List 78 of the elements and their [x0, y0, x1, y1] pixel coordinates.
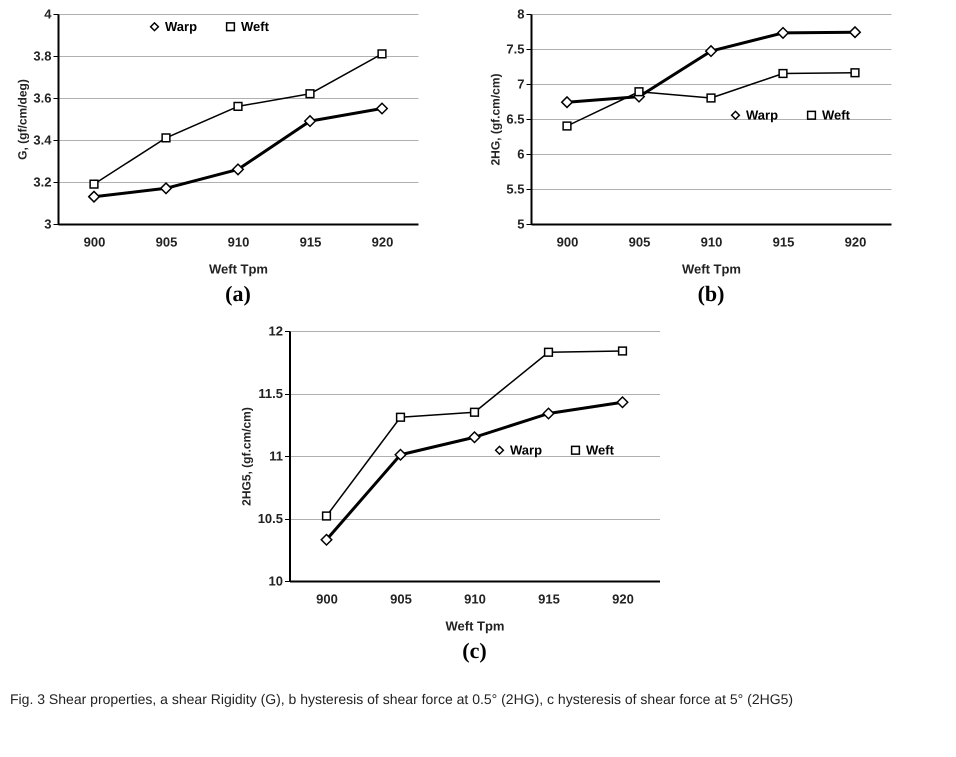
- y-tick-label: 10.5: [258, 511, 283, 526]
- y-tick-label: 4: [44, 6, 52, 22]
- y-tick-label: 6.5: [506, 112, 524, 126]
- point: [304, 115, 316, 128]
- y-tick-label: 5: [517, 216, 524, 232]
- y-axis-title: 2HG, (gf.cm/cm): [488, 73, 502, 166]
- y-tick-label: 6: [517, 146, 524, 162]
- x-tick-label: 900: [556, 234, 578, 250]
- y-tick-label: 7: [517, 76, 524, 92]
- y-axis-title: 2HG5, (gf.cm/cm): [240, 407, 254, 506]
- legend-label: Weft: [586, 442, 615, 458]
- point: [89, 179, 99, 189]
- y-tick-label: 8: [517, 6, 524, 22]
- point: [470, 408, 480, 417]
- point: [544, 348, 554, 357]
- y-tick-label: 11.5: [258, 386, 283, 401]
- x-tick-label: 910: [464, 592, 486, 606]
- legend-label: Warp: [510, 442, 542, 458]
- point: [377, 49, 387, 59]
- point: [562, 121, 572, 131]
- point: [394, 448, 406, 461]
- x-tick-label: 900: [84, 234, 106, 250]
- y-tick-label: 3.2: [33, 174, 52, 190]
- legend-label: Weft: [241, 18, 270, 34]
- y-tick-label: 7.5: [506, 42, 524, 56]
- point: [88, 190, 100, 203]
- x-tick-label: 920: [844, 234, 866, 250]
- text: (b): [698, 281, 724, 306]
- point: [616, 396, 628, 408]
- point: [376, 102, 388, 114]
- point: [396, 412, 406, 422]
- point: [320, 534, 332, 546]
- point: [233, 102, 243, 112]
- point: [778, 68, 788, 78]
- x-tick-label: 915: [772, 234, 794, 250]
- point: [322, 511, 332, 521]
- point: [468, 431, 480, 444]
- point: [849, 26, 861, 38]
- point: [618, 346, 628, 356]
- point: [160, 182, 172, 194]
- y-tick-label: 3.4: [33, 132, 52, 148]
- y-tick-label: 3.8: [33, 48, 52, 64]
- point: [777, 26, 789, 39]
- x-tick-label: 915: [300, 234, 322, 250]
- x-axis-title: Weft Tpm: [446, 618, 504, 634]
- caption: Fig. 3 Shear properties, a shear Rigidity (G), b hysteresis of shear force at 0.5° (2HG), c hysteresis of shear force at 5° (2HG5): [10, 690, 794, 709]
- point: [542, 408, 554, 420]
- y-axis-title: G, (gf/cm/deg): [15, 79, 30, 160]
- x-tick-label: 910: [700, 234, 722, 250]
- point: [705, 45, 717, 58]
- x-tick-label: 915: [538, 592, 560, 606]
- point: [232, 163, 244, 176]
- y-tick-label: 12: [268, 324, 283, 338]
- legend-label: Weft: [822, 107, 851, 122]
- text: (a): [225, 281, 251, 306]
- y-tick-label: 10: [268, 574, 283, 588]
- x-tick-label: 920: [612, 592, 634, 606]
- x-tick-label: 905: [390, 592, 412, 606]
- point: [161, 133, 171, 143]
- y-tick-label: 3.6: [33, 90, 52, 106]
- x-tick-label: 910: [228, 234, 250, 250]
- x-tick-label: 905: [156, 234, 178, 250]
- x-axis-title: Weft Tpm: [209, 262, 268, 276]
- y-tick-label: 5.5: [506, 182, 524, 196]
- point: [850, 68, 860, 78]
- y-tick-label: 11: [269, 448, 283, 464]
- point: [634, 87, 644, 96]
- x-axis-title: Weft Tpm: [682, 262, 741, 276]
- y-tick-label: 3: [44, 216, 52, 232]
- point: [561, 96, 573, 108]
- point: [706, 93, 716, 103]
- x-tick-label: 905: [628, 234, 650, 250]
- legend-label: Warp: [746, 107, 778, 122]
- x-tick-label: 900: [316, 592, 338, 606]
- text: (c): [462, 638, 487, 663]
- point: [305, 89, 315, 98]
- x-tick-label: 920: [372, 234, 394, 250]
- legend-label: Warp: [165, 18, 198, 34]
